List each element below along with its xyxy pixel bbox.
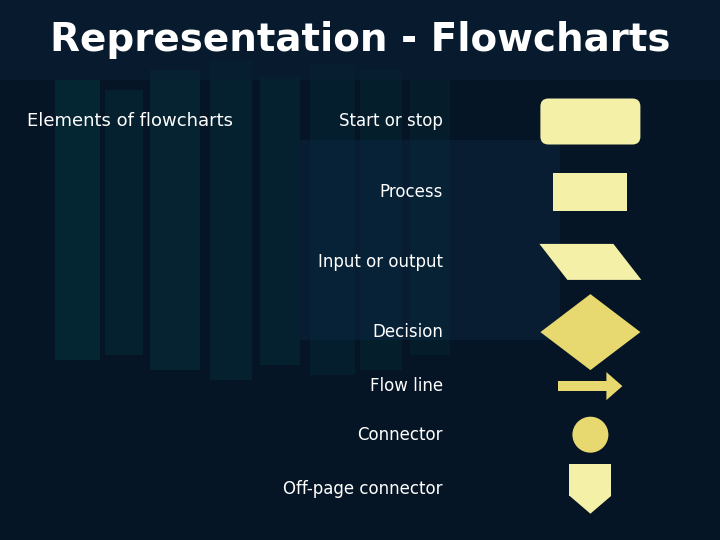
Bar: [360, 70, 402, 370]
Text: Off-page connector: Off-page connector: [283, 480, 443, 498]
Text: Representation - Flowcharts: Representation - Flowcharts: [50, 21, 670, 59]
Bar: [554, 173, 627, 211]
Bar: [410, 80, 450, 355]
Bar: [150, 70, 200, 370]
Bar: [0, 0, 720, 80]
Bar: [570, 464, 611, 496]
Polygon shape: [539, 244, 642, 280]
FancyBboxPatch shape: [300, 140, 560, 340]
Text: Start or stop: Start or stop: [339, 112, 443, 131]
Text: Input or output: Input or output: [318, 253, 443, 271]
Polygon shape: [541, 294, 640, 370]
Bar: [559, 381, 608, 391]
Bar: [210, 60, 252, 380]
Text: Connector: Connector: [357, 426, 443, 444]
Text: Elements of flowcharts: Elements of flowcharts: [27, 112, 233, 131]
Text: Decision: Decision: [372, 323, 443, 341]
Polygon shape: [570, 496, 611, 514]
Ellipse shape: [572, 417, 608, 453]
Bar: [310, 65, 355, 375]
Bar: [105, 90, 143, 355]
Bar: [55, 80, 100, 360]
Polygon shape: [606, 372, 622, 400]
FancyBboxPatch shape: [541, 98, 640, 145]
Text: Process: Process: [379, 183, 443, 201]
Text: Flow line: Flow line: [369, 377, 443, 395]
Bar: [260, 75, 300, 365]
